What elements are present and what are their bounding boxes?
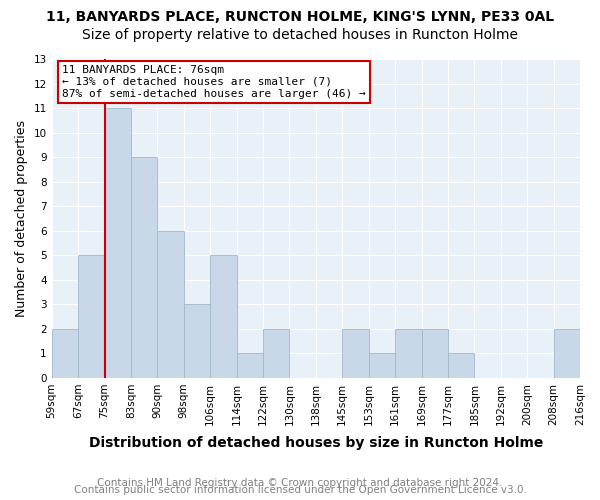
- Bar: [554, 329, 580, 378]
- Bar: [368, 354, 395, 378]
- Bar: [78, 255, 104, 378]
- Bar: [236, 354, 263, 378]
- Bar: [395, 329, 421, 378]
- Text: Contains public sector information licensed under the Open Government Licence v3: Contains public sector information licen…: [74, 485, 526, 495]
- Text: Contains HM Land Registry data © Crown copyright and database right 2024.: Contains HM Land Registry data © Crown c…: [97, 478, 503, 488]
- Bar: [421, 329, 448, 378]
- Y-axis label: Number of detached properties: Number of detached properties: [15, 120, 28, 317]
- Bar: [448, 354, 475, 378]
- Bar: [104, 108, 131, 378]
- Text: Size of property relative to detached houses in Runcton Holme: Size of property relative to detached ho…: [82, 28, 518, 42]
- Bar: [157, 230, 184, 378]
- X-axis label: Distribution of detached houses by size in Runcton Holme: Distribution of detached houses by size …: [89, 436, 543, 450]
- Text: 11 BANYARDS PLACE: 76sqm
← 13% of detached houses are smaller (7)
87% of semi-de: 11 BANYARDS PLACE: 76sqm ← 13% of detach…: [62, 66, 366, 98]
- Bar: [342, 329, 368, 378]
- Bar: [52, 329, 78, 378]
- Text: 11, BANYARDS PLACE, RUNCTON HOLME, KING'S LYNN, PE33 0AL: 11, BANYARDS PLACE, RUNCTON HOLME, KING'…: [46, 10, 554, 24]
- Bar: [184, 304, 210, 378]
- Bar: [131, 157, 157, 378]
- Bar: [263, 329, 289, 378]
- Bar: [210, 255, 236, 378]
